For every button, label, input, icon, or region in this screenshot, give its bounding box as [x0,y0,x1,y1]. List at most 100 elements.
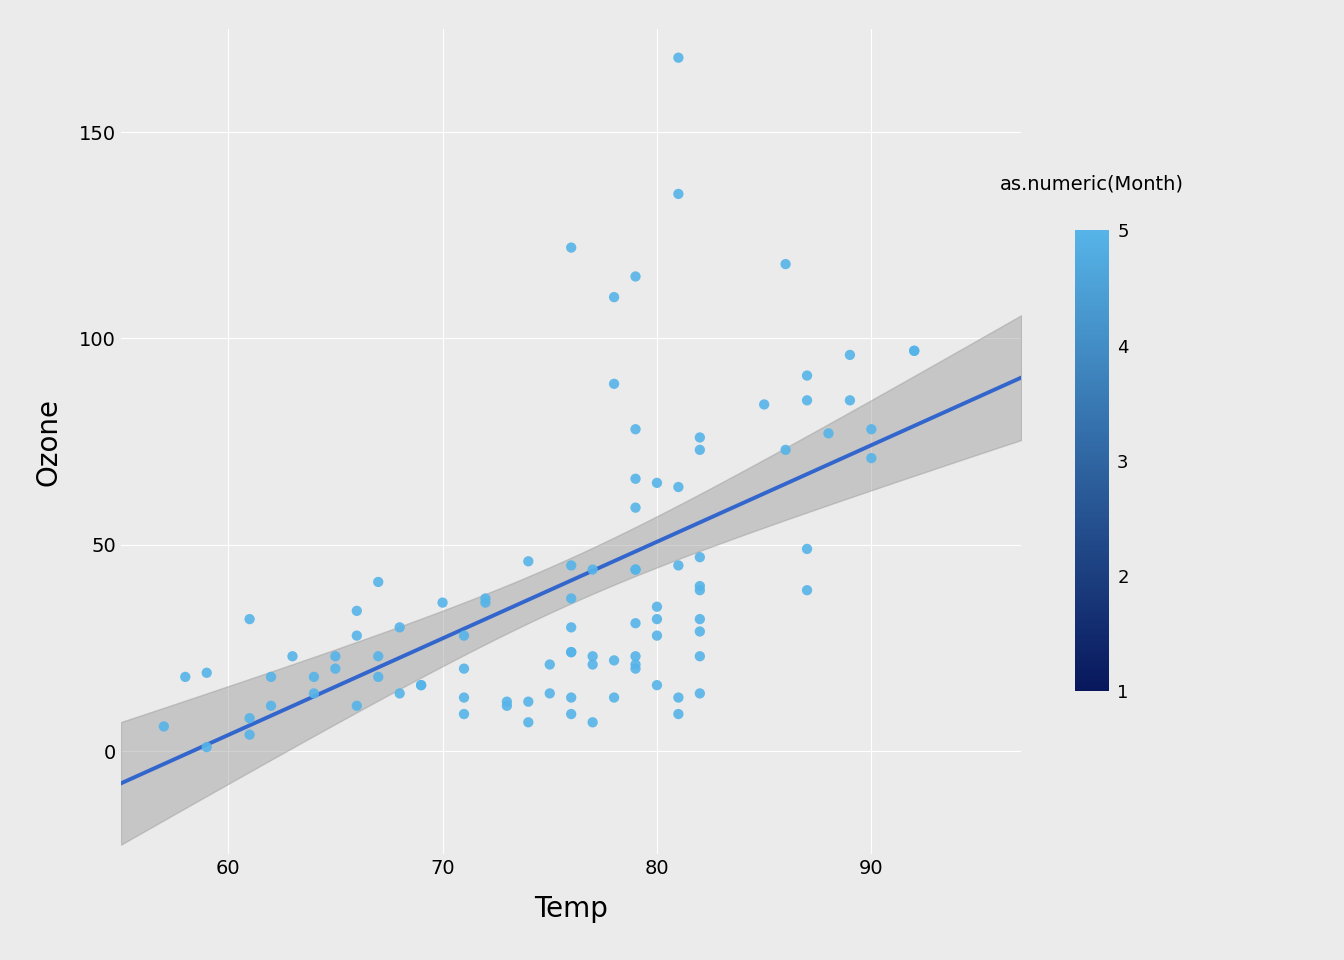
Point [796,368,817,383]
Point [860,421,882,437]
Point [646,678,668,693]
Point [453,707,474,722]
Point [689,578,711,593]
Point [689,430,711,445]
Point [625,471,646,487]
Point [239,612,261,627]
Point [367,669,388,684]
Point [345,628,367,643]
Point [325,661,347,677]
Point [625,615,646,631]
Point [496,698,517,713]
Point [496,694,517,709]
Point [453,690,474,706]
Point [689,583,711,598]
Point [517,554,539,569]
Point [304,685,325,701]
Point [796,583,817,598]
Point [839,393,860,408]
Point [689,649,711,664]
Point [668,690,689,706]
Point [668,707,689,722]
Point [625,562,646,577]
Point [839,348,860,363]
Point [517,694,539,709]
Point [668,558,689,573]
Point [754,396,775,412]
Point [261,698,282,713]
Point [603,376,625,392]
Point [689,549,711,564]
Point [860,450,882,466]
Point [603,690,625,706]
Point [304,669,325,684]
Point [560,620,582,636]
Point [625,661,646,677]
Point [388,685,410,701]
Point [689,685,711,701]
Point [282,649,304,664]
Point [646,628,668,643]
Point [582,562,603,577]
Point [560,590,582,606]
Point [775,443,797,458]
Point [689,612,711,627]
Point [196,665,218,681]
Point [196,739,218,755]
Point [453,628,474,643]
X-axis label: Temp: Temp [535,895,607,923]
Point [239,727,261,742]
Point [625,269,646,284]
Point [603,653,625,668]
Point [560,707,582,722]
Point [625,421,646,437]
Point [474,590,496,606]
Point [239,710,261,726]
Point [668,479,689,494]
Point [796,541,817,557]
Point [646,599,668,614]
Point [560,644,582,660]
Point [560,690,582,706]
Point [345,698,367,713]
Point [153,719,175,734]
Point [625,657,646,672]
Point [175,669,196,684]
Point [646,475,668,491]
Point [539,657,560,672]
Point [388,620,410,636]
Point [689,443,711,458]
Text: as.numeric(Month): as.numeric(Month) [1000,175,1184,194]
Point [367,574,388,589]
Point [539,685,560,701]
Point [668,186,689,202]
Point [367,649,388,664]
Point [775,256,797,272]
Point [517,714,539,730]
Point [431,595,453,611]
Point [582,714,603,730]
Point [410,678,431,693]
Point [689,624,711,639]
Point [261,669,282,684]
Point [603,290,625,305]
Point [625,500,646,516]
Point [625,562,646,577]
Point [560,558,582,573]
Point [345,603,367,618]
Point [668,50,689,65]
Point [410,678,431,693]
Point [625,649,646,664]
Point [325,649,347,664]
Point [474,595,496,611]
Point [582,657,603,672]
Point [560,240,582,255]
Point [903,343,925,358]
Point [582,649,603,664]
Point [903,343,925,358]
Point [817,425,839,441]
Point [560,644,582,660]
Point [646,612,668,627]
Y-axis label: Ozone: Ozone [35,397,62,486]
Point [453,661,474,677]
